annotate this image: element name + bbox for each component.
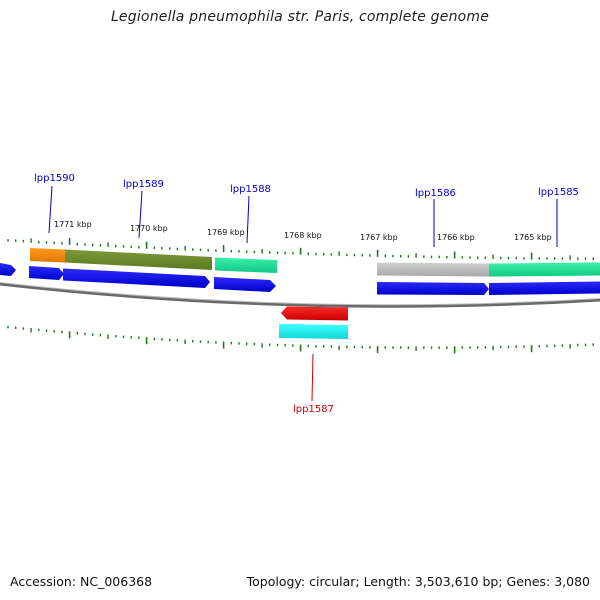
scale-tick-label: 1766 kbp	[437, 233, 475, 242]
cds-arrow-forward	[489, 281, 600, 295]
cog-bar-green	[489, 262, 600, 277]
gene-label-lpp1587[interactable]: lpp1587	[293, 404, 334, 415]
cds-arrow-forward	[0, 263, 16, 276]
gene-label-lpp1586[interactable]: lpp1586	[415, 188, 456, 199]
cog-bar-cyan	[279, 324, 348, 339]
cds-arrow-reverse	[281, 306, 348, 321]
cds-arrow-forward	[214, 277, 276, 292]
map-title: Legionella pneumophila str. Paris, compl…	[110, 9, 490, 25]
cog-bar-gray	[377, 262, 489, 277]
gene-leader-line	[311, 353, 314, 402]
genome-backbone	[0, 282, 600, 308]
gene-label-lpp1589[interactable]: lpp1589	[123, 179, 164, 190]
reverse-tick-track	[7, 325, 594, 354]
scale-tick-label: 1767 kbp	[360, 233, 398, 242]
scale-tick-label: 1765 kbp	[514, 233, 552, 242]
accession-text: Accession: NC_006368	[10, 574, 153, 589]
gene-label-lpp1588[interactable]: lpp1588	[230, 184, 271, 195]
forward-tick-track	[7, 237, 594, 260]
scale-tick-label: 1770 kbp	[130, 224, 168, 233]
cds-arrow-forward	[63, 268, 210, 288]
cog-bar-green	[215, 257, 277, 273]
genome-backbone-highlight	[0, 282, 600, 306]
gene-leader-line	[48, 185, 53, 234]
scale-tick-label: 1768 kbp	[284, 231, 322, 240]
cds-arrow-forward	[377, 282, 489, 295]
topology-text: Topology: circular; Length: 3,503,610 bp…	[246, 574, 590, 589]
gene-label-lpp1585[interactable]: lpp1585	[538, 187, 579, 198]
cog-bar-olive	[65, 249, 212, 270]
cog-bar-orange	[30, 248, 65, 263]
scale-tick-label: 1771 kbp	[54, 220, 92, 229]
gene-label-lpp1590[interactable]: lpp1590	[34, 173, 75, 184]
gene-leader-line	[138, 190, 143, 239]
gene-leader-line	[246, 195, 250, 244]
cds-arrow-forward	[29, 266, 64, 280]
scale-tick-label: 1769 kbp	[207, 228, 245, 237]
